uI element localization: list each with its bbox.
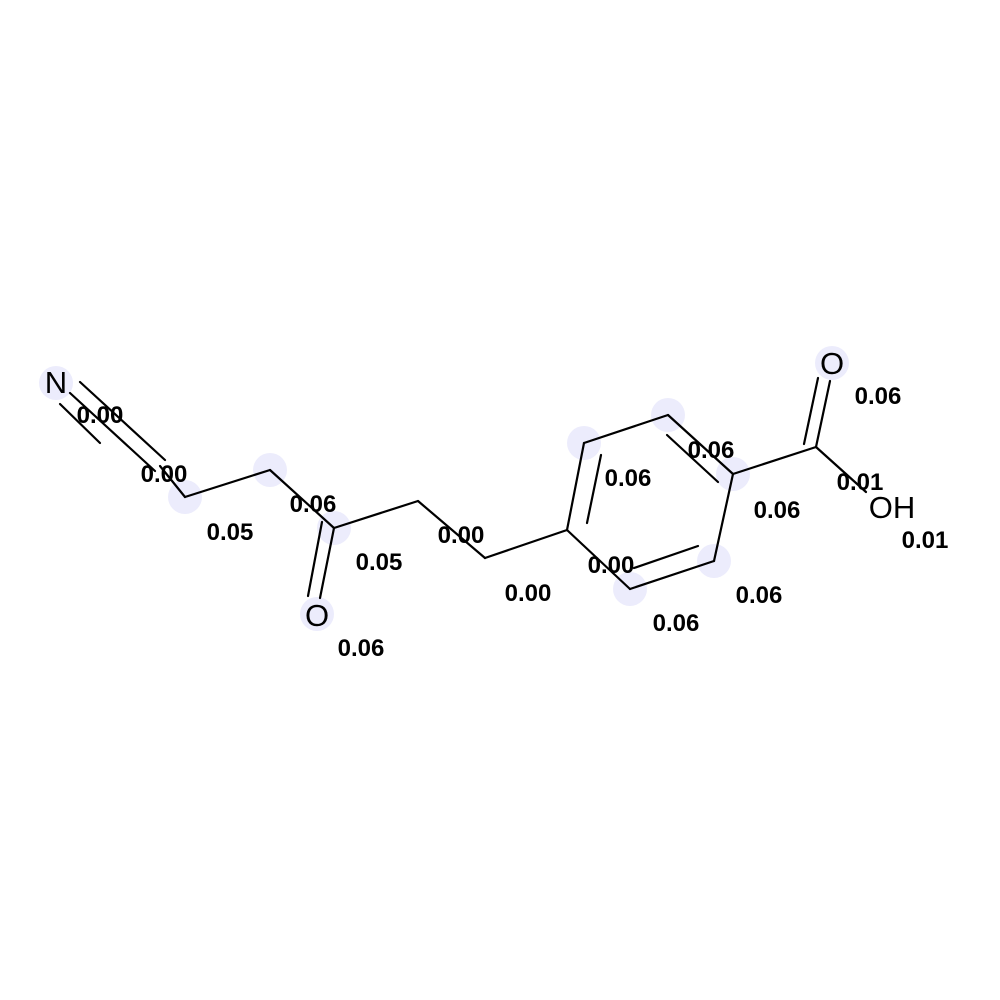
- atom-value-C3: 0.06: [290, 491, 337, 518]
- atom-symbol-N1: N: [45, 365, 67, 400]
- atom-symbols: N O O OH: [45, 346, 915, 633]
- atom-value-N1: 0.00: [77, 402, 124, 429]
- atom-value-C6: 0.00: [588, 552, 635, 579]
- atom-value-C10: 0.06: [736, 582, 783, 609]
- bond-c5-c6: [416, 499, 487, 560]
- bond-c4-c5: [332, 499, 420, 530]
- bond-ring-3: [666, 413, 735, 476]
- bond-c6-c7: [483, 528, 569, 560]
- atom-halo-O3: [815, 346, 849, 380]
- atom-value-C8: 0.06: [688, 437, 735, 464]
- bond-ring-2: [582, 413, 670, 445]
- atom-halo-O1: [300, 597, 334, 631]
- bond-c-o3-a: [814, 379, 832, 449]
- atom-value-C1: 0.00: [141, 461, 188, 488]
- bonds: [58, 376, 868, 600]
- bond-c2-c3: [183, 468, 272, 499]
- bond-ring-1-inner: [585, 453, 603, 525]
- atom-symbol-O3: O: [820, 346, 844, 381]
- atom-symbol-O1: O: [305, 598, 329, 633]
- atom-value-C4: 0.05: [356, 549, 403, 576]
- bond-c1-c2: [158, 464, 187, 499]
- bond-ring-1: [565, 441, 586, 532]
- atom-value-C11: 0.06: [653, 610, 700, 637]
- atom-value-O1: 0.06: [338, 635, 385, 662]
- atom-value-C7: 0.06: [605, 465, 652, 492]
- atom-value-C9: 0.06: [754, 497, 801, 524]
- atom-value-C2: 0.05: [207, 519, 254, 546]
- atom-value-O3: 0.06: [855, 383, 902, 410]
- bond-triple-3: [58, 402, 102, 445]
- atom-symbol-O4: OH: [869, 490, 916, 525]
- bond-c-o3-b: [802, 376, 820, 446]
- bond-ring-5-inner: [632, 544, 700, 570]
- bond-ring-3-inner: [665, 433, 720, 484]
- bond-c3-c4: [268, 468, 336, 530]
- atom-value-C12: 0.01: [837, 469, 884, 496]
- bond-c4-o1-b: [306, 520, 324, 598]
- bond-c-o4: [814, 445, 868, 494]
- atom-highlights: [39, 346, 849, 631]
- bond-ring-4: [712, 472, 735, 563]
- bond-triple-2: [68, 391, 157, 473]
- bond-ring-5: [628, 559, 716, 591]
- atom-value-O4: 0.01: [902, 527, 949, 554]
- atom-halo-N1: [39, 366, 73, 400]
- bond-ring-6: [565, 528, 632, 591]
- bond-triple-1: [78, 380, 167, 462]
- bond-c4-o1-a: [318, 526, 336, 600]
- atom-value-C5: 0.00: [438, 522, 485, 549]
- bond-ring-cooh: [731, 445, 818, 476]
- atom-values: 0.00 0.00 0.05 0.06 0.05 0.06 0.00 0.00 …: [77, 383, 949, 662]
- atom-value-O2: 0.00: [505, 580, 552, 607]
